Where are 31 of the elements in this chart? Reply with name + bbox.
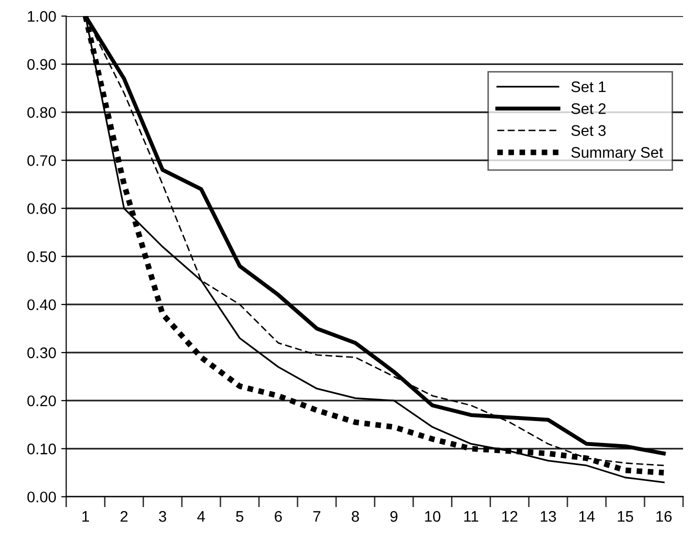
x-tick-label: 11 [464, 511, 478, 522]
y-tick-label: 0.10 [27, 444, 56, 454]
x-tick-label: 12 [502, 511, 518, 522]
y-tick-label: 0.80 [27, 107, 56, 118]
x-tick-label: 16 [656, 511, 672, 522]
y-tick-label: 0.20 [27, 395, 56, 406]
legend-label: Set 1 [571, 81, 606, 92]
y-tick-label: 0.00 [27, 492, 56, 502]
x-tick-label: 7 [313, 511, 320, 522]
x-tick-label: 4 [197, 511, 205, 522]
legend-label: Set 2 [571, 103, 606, 114]
x-tick-label: 10 [425, 511, 440, 522]
x-tick-label: 2 [120, 511, 128, 522]
y-tick-label: 0.60 [27, 203, 56, 214]
x-tick-label: 5 [236, 511, 244, 522]
y-tick-label: 0.40 [27, 299, 56, 310]
x-tick-label: 9 [390, 511, 398, 522]
y-tick-label: 0.70 [27, 155, 56, 166]
x-tick-label: 15 [618, 511, 634, 522]
legend-label: Summary Set [571, 147, 664, 161]
x-tick-label: 6 [274, 511, 282, 522]
x-tick-label: 8 [352, 511, 359, 522]
x-tick-label: 3 [158, 511, 166, 522]
x-tick-label: 1 [82, 511, 89, 522]
x-tick-label: 13 [540, 511, 556, 522]
legend-label: Set 3 [571, 125, 606, 136]
y-tick-label: 0.50 [27, 251, 56, 262]
y-tick-label: 0.90 [27, 59, 56, 70]
y-tick-label: 1.00 [28, 10, 56, 22]
x-tick-label: 14 [579, 511, 595, 522]
y-tick-label: 0.30 [27, 347, 56, 358]
